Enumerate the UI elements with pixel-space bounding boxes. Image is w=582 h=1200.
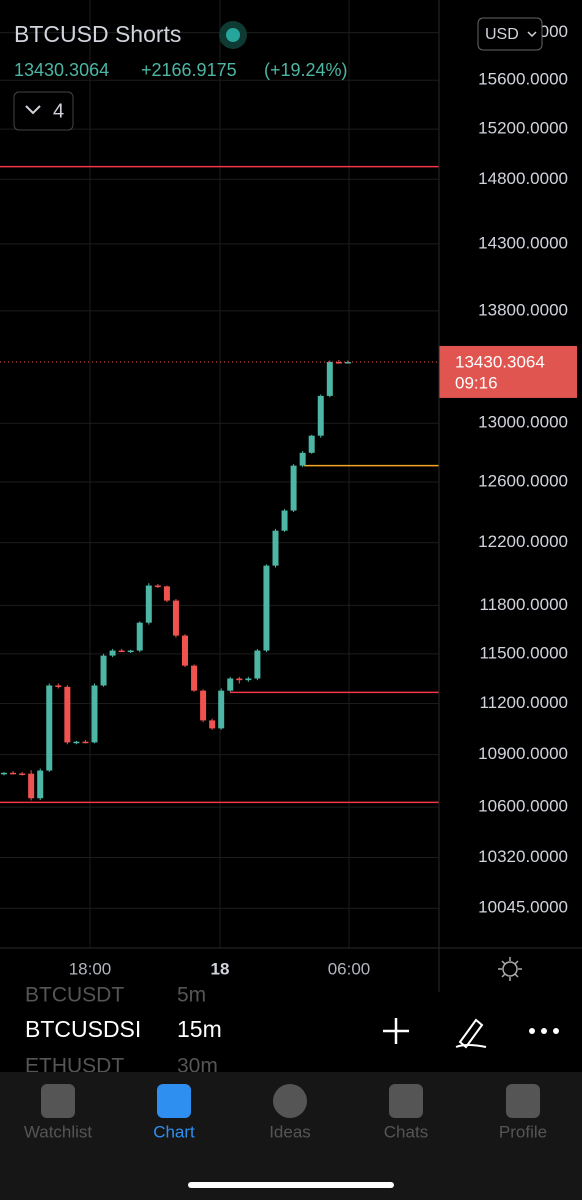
- candle-body: [209, 720, 216, 729]
- last-price-label: 13430.3064: [455, 352, 545, 371]
- home-indicator: [188, 1182, 394, 1188]
- y-tick-label: 12200.0000: [478, 532, 568, 551]
- symbol-title: BTCUSD Shorts: [14, 21, 181, 47]
- y-tick-label: 12600.0000: [478, 471, 568, 490]
- y-tick-label: 10320.0000: [478, 847, 568, 866]
- indicators-count: 4: [53, 100, 64, 122]
- candle-body: [109, 650, 116, 656]
- candle-body: [299, 452, 306, 466]
- tab-label[interactable]: Profile: [499, 1122, 547, 1141]
- candle-body: [19, 773, 26, 776]
- candle-body: [163, 586, 170, 601]
- candle-body: [308, 435, 315, 453]
- candle-body: [145, 585, 152, 623]
- y-tick-label: 13000.0000: [478, 413, 568, 432]
- candle-body: [182, 635, 188, 666]
- candle-body: [200, 690, 207, 721]
- candle-body: [1, 772, 7, 775]
- candle-body: [290, 465, 297, 511]
- candle-body: [55, 685, 62, 687]
- candle-body: [82, 741, 89, 744]
- y-tick-label: 10900.0000: [478, 744, 568, 763]
- candle-body: [118, 650, 125, 653]
- candle-body: [326, 361, 333, 396]
- candle-body: [317, 395, 324, 436]
- more-button[interactable]: [529, 1028, 559, 1034]
- candle-body: [236, 678, 243, 681]
- candle-body: [172, 600, 179, 636]
- y-tick-label: 15200.0000: [478, 119, 568, 138]
- currency-button[interactable]: [477, 17, 543, 51]
- header-change-pct: (+19.24%): [264, 60, 348, 80]
- candle-body: [64, 686, 71, 743]
- draw-button[interactable]: [455, 1018, 487, 1049]
- candle-body: [263, 565, 270, 651]
- y-tick-label: 10600.0000: [478, 797, 568, 816]
- symbol-name[interactable]: BTCUSDSI: [25, 1016, 141, 1042]
- chart: 18:00 18 06:00 10045.0000 10320.0000 10600.00…: [0, 0, 577, 978]
- candle-body: [344, 361, 351, 364]
- candle-body: [254, 650, 261, 679]
- tab-icon[interactable]: [41, 1084, 75, 1118]
- x-tick-label: 18:00: [69, 959, 112, 978]
- header-change: +2166.9175: [141, 60, 237, 80]
- tab-icon[interactable]: [506, 1084, 540, 1118]
- y-tick-label: 13800.0000: [478, 300, 568, 319]
- tab-icon[interactable]: [157, 1084, 191, 1118]
- indicators-toggle[interactable]: [13, 91, 74, 131]
- countdown-label: 09:16: [455, 373, 498, 392]
- candle-body: [335, 361, 342, 364]
- y-tick-label: 10045.0000: [478, 898, 568, 917]
- candle-body: [136, 622, 143, 651]
- candle-body: [191, 665, 198, 691]
- tab-label[interactable]: Chats: [384, 1122, 428, 1141]
- tab-label[interactable]: Watchlist: [24, 1122, 93, 1141]
- candle-body: [10, 772, 17, 775]
- tab-label[interactable]: Ideas: [269, 1122, 311, 1141]
- currency-label: USD: [485, 26, 519, 43]
- candle-body: [218, 690, 225, 729]
- symbol-interval[interactable]: 5m: [177, 984, 206, 1007]
- symbol-name[interactable]: ETHUSDT: [25, 1055, 124, 1078]
- chevron: [527, 31, 537, 38]
- tab-icon[interactable]: [389, 1084, 423, 1118]
- candle-body: [127, 650, 134, 653]
- y-tick-label: 15600.0000: [478, 70, 568, 89]
- candle-body: [46, 685, 53, 771]
- candle-body: [272, 530, 279, 566]
- y-tick-label: 14300.0000: [478, 233, 568, 252]
- candle-body: [91, 685, 98, 743]
- candle-body: [227, 678, 234, 691]
- symbol-name[interactable]: BTCUSDT: [25, 984, 124, 1007]
- chevron: [25, 105, 41, 115]
- status-dot: [226, 28, 240, 42]
- header-price: 13430.3064: [14, 60, 109, 80]
- candle-body: [100, 655, 107, 686]
- settings-icon[interactable]: [498, 957, 522, 981]
- y-tick-label: 11800.0000: [479, 595, 568, 614]
- y-tick-label: 14800.0000: [478, 169, 568, 188]
- symbol-interval[interactable]: 15m: [177, 1016, 222, 1042]
- add-button[interactable]: [383, 1018, 409, 1044]
- x-tick-label: 06:00: [328, 959, 371, 978]
- candle-body: [28, 773, 35, 799]
- candle-body: [73, 741, 80, 744]
- y-tick-label: 11500.0000: [479, 643, 568, 662]
- candle-body: [37, 770, 44, 799]
- last-price-tag: [439, 345, 577, 398]
- tab-label[interactable]: Chart: [153, 1122, 195, 1141]
- candle-body: [154, 585, 161, 588]
- candle-body: [281, 510, 288, 531]
- x-tick-label: 18: [211, 959, 230, 978]
- symbol-picker[interactable]: BTCUSDT 5m BTCUSDSI 15m ETHUSDT 30m: [25, 984, 222, 1078]
- y-tick-label: 11200.0000: [479, 693, 568, 712]
- tabs: Watchlist Chart Ideas Chats Profile: [24, 1084, 547, 1141]
- tab-icon[interactable]: [273, 1084, 307, 1118]
- symbol-interval[interactable]: 30m: [177, 1055, 218, 1078]
- symbol-bar: [0, 992, 582, 1070]
- candle-body: [245, 678, 252, 681]
